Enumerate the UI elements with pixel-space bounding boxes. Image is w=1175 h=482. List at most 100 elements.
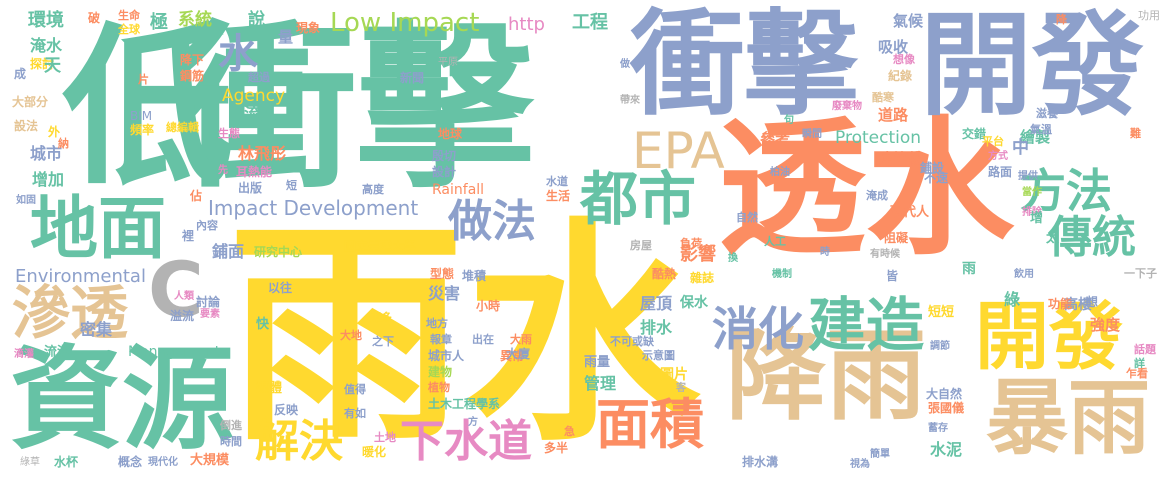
cloud-word: 滲透 [12, 279, 129, 347]
cloud-word: Environmental [15, 266, 146, 287]
cloud-word: 換 [728, 253, 738, 264]
cloud-word: 道路 [878, 106, 909, 124]
cloud-word: 資源 [10, 335, 234, 465]
cloud-word: 地方 [426, 317, 448, 330]
cloud-word: 大地 [340, 329, 362, 342]
cloud-word: 建築物 [878, 150, 924, 168]
cloud-word: 氣溫 [1030, 123, 1052, 136]
cloud-word: EPA [632, 122, 725, 180]
cloud-word: Low Impact [330, 8, 480, 38]
cloud-word: 話題 [1134, 343, 1156, 356]
cloud-word: 天 [44, 56, 61, 76]
cloud-word: 媒體 [256, 381, 283, 396]
cloud-word: 現代化 [148, 457, 178, 468]
cloud-word: 綠草 [20, 457, 40, 468]
cloud-word: 破 [88, 11, 101, 25]
cloud-word: 設法 [14, 119, 39, 133]
cloud-word: 影響 [680, 244, 716, 265]
cloud-word: Impact Development [208, 196, 419, 220]
cloud-word: 佔 [190, 189, 203, 203]
cloud-word: 研究中心 [254, 245, 303, 259]
cloud-word: 酷寒 [872, 91, 894, 104]
cloud-word: 片 [138, 73, 149, 86]
cloud-word: 排水溝 [742, 455, 779, 469]
cloud-word: BIM [130, 109, 153, 123]
cloud-word: 衝擊 [630, 0, 859, 131]
cloud-word: 現象 [296, 21, 321, 35]
cloud-word: 水道 [546, 175, 568, 188]
cloud-word: 大部分 [12, 95, 49, 109]
cloud-word: 難 [1130, 127, 1141, 140]
cloud-word: 做法 [448, 196, 536, 247]
cloud-word: 生態 [218, 127, 240, 140]
cloud-word: 時間 [220, 435, 242, 448]
cloud-word: 乍看 [1126, 367, 1148, 380]
cloud-word: 柏油 [770, 167, 790, 178]
cloud-word: 急 [564, 425, 575, 438]
cloud-word: 當作 [1022, 187, 1042, 198]
cloud-word: 災害 [428, 284, 461, 303]
cloud-word: 建造 [808, 291, 925, 359]
cloud-word: 保水 [680, 295, 708, 311]
cloud-word: 環境 [28, 10, 64, 31]
cloud-word: 降 [1056, 13, 1067, 26]
cloud-word: 人類 [174, 291, 194, 302]
cloud-word: 繪製 [1020, 128, 1051, 146]
cloud-word: 溢流 [170, 309, 195, 323]
cloud-word: 降下 [180, 53, 205, 67]
cloud-word: 成 [14, 67, 27, 81]
cloud-word: 張國儀 [928, 401, 965, 415]
cloud-word: 大廈 [506, 347, 531, 361]
cloud-word: Management [128, 344, 221, 360]
cloud-word: 負荷 [680, 237, 702, 250]
cloud-word: 管理 [584, 374, 617, 393]
cloud-word: 更多 [370, 311, 392, 324]
cloud-word: 低 [62, 7, 234, 208]
cloud-word: 地面 [30, 190, 167, 269]
cloud-word: 密集 [80, 320, 113, 339]
cloud-word: 流滯 [44, 345, 71, 360]
cloud-word: 高度 [362, 183, 384, 196]
cloud-word: 增 [1030, 211, 1044, 226]
cloud-word: 鋼筋 [180, 69, 205, 83]
cloud-word: 排除 [1022, 207, 1042, 218]
cloud-word: 雜誌 [690, 271, 715, 285]
cloud-word: 概念 [118, 455, 143, 469]
cloud-word: 調節 [930, 341, 950, 352]
cloud-word: 雨水 [228, 198, 701, 473]
cloud-word: 提供 [1018, 171, 1038, 182]
cloud-word: 值得 [344, 383, 366, 396]
cloud-word: 有時候 [870, 249, 900, 260]
cloud-word: 吸收 [878, 38, 909, 56]
cloud-word: 快 [256, 317, 270, 332]
cloud-word: 中 [1012, 138, 1029, 158]
cloud-word: 鋪設 [920, 161, 945, 175]
cloud-word: 平台 [982, 135, 1004, 148]
cloud-word: 圖片 [660, 367, 688, 383]
cloud-word: 太 [1046, 231, 1060, 246]
cloud-word: 開發 [975, 294, 1123, 380]
cloud-word: 酷熱 [652, 267, 677, 281]
cloud-word: C [148, 245, 204, 334]
cloud-word: 下水道 [400, 416, 532, 467]
cloud-word: 系統 [178, 10, 212, 30]
cloud-word: 示意圖 [642, 349, 675, 362]
cloud-word: 透水 [718, 103, 1014, 275]
cloud-word: 參考 [760, 130, 791, 148]
cloud-word: 排水 [640, 318, 673, 337]
cloud-word: 水杯 [54, 455, 79, 469]
cloud-word: 紀錄 [888, 69, 913, 83]
cloud-word: 國立臺灣大學 [344, 239, 417, 253]
cloud-word: 短短 [928, 305, 955, 320]
cloud-word: 超過 [248, 71, 270, 84]
cloud-word: 雨 [962, 261, 976, 277]
cloud-word: 現代人 [890, 205, 930, 220]
cloud-word: 植物 [428, 381, 450, 394]
cloud-word: 多半 [544, 441, 569, 455]
cloud-word: 傳統 [1048, 212, 1136, 263]
cloud-word: 淹成 [866, 189, 888, 202]
cloud-word: 外 [48, 125, 61, 139]
cloud-word: 交錯 [962, 127, 987, 141]
cloud-word: 如固 [16, 195, 36, 206]
